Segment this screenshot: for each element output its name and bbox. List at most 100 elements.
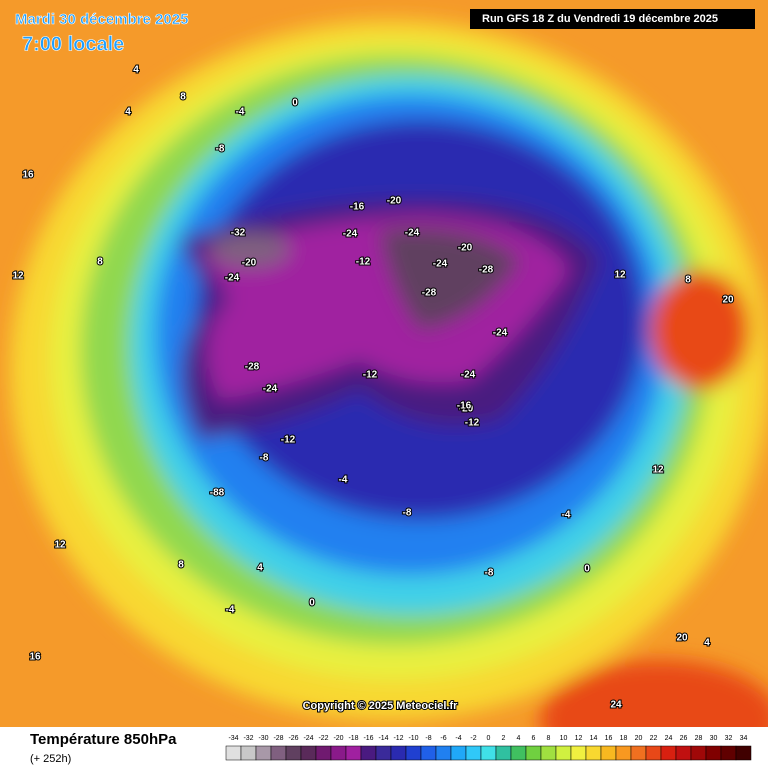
scale-swatch [720, 745, 737, 761]
contour-label: -28 [245, 362, 260, 373]
contour-label: 4 [125, 107, 131, 118]
scale-label: -32 [243, 735, 253, 742]
scale-swatch [420, 745, 437, 761]
scale-swatch [270, 745, 287, 761]
scale-label: -4 [455, 735, 461, 742]
contour-label: -8 [403, 508, 412, 519]
contour-label: -8 [216, 144, 225, 155]
scale-swatch [660, 745, 677, 761]
legend-lead: (+ 252h) [30, 753, 71, 765]
scale-label: -26 [288, 735, 298, 742]
contour-label: -20 [458, 243, 473, 254]
scale-label: -2 [470, 735, 476, 742]
scale-label: -14 [378, 735, 388, 742]
legend-title: Température 850hPa [30, 731, 177, 748]
scale-swatch [705, 745, 722, 761]
contour-label: 16 [22, 170, 34, 181]
contour-label: -4 [226, 605, 235, 616]
scale-label: 26 [680, 735, 688, 742]
contour-label: -24 [263, 384, 278, 395]
contour-label: 8 [178, 560, 184, 571]
scale-swatch [255, 745, 272, 761]
scale-label: 2 [502, 735, 506, 742]
scale-swatch [570, 745, 587, 761]
scale-swatch [285, 745, 302, 761]
contour-label: 16 [29, 652, 41, 663]
scale-swatch [735, 745, 752, 761]
contour-label: -4 [339, 475, 348, 486]
contour-label: -88 [210, 488, 225, 499]
contour-label: -16 [457, 401, 472, 412]
contour-label: -24 [343, 229, 358, 240]
contour-label: -24 [405, 228, 420, 239]
legend: Température 850hPa (+ 252h) -34 -32 -30 -28… [0, 727, 768, 768]
scale-label: 12 [575, 735, 583, 742]
contour-label: 8 [97, 257, 103, 268]
scale-label: 0 [487, 735, 491, 742]
contour-label: -12 [356, 257, 371, 268]
contour-label: -8 [485, 568, 494, 579]
scale-label: -30 [258, 735, 268, 742]
scale-swatch [615, 745, 632, 761]
scale-swatch [315, 745, 332, 761]
scale-label: -24 [303, 735, 313, 742]
scale-label: 22 [650, 735, 658, 742]
contour-label: 4 [133, 65, 139, 76]
scale-label: 6 [532, 735, 536, 742]
forecast-date: Mardi 30 décembre 2025 [15, 11, 188, 28]
contour-label: -28 [479, 265, 494, 276]
run-info: Run GFS 18 Z du Vendredi 19 décembre 202… [482, 13, 718, 25]
contour-label: -24 [433, 259, 448, 270]
scale-swatch [540, 745, 557, 761]
scale-label: 32 [725, 735, 733, 742]
scale-label: -34 [228, 735, 238, 742]
contour-label: 20 [722, 295, 734, 306]
contour-label: -12 [465, 418, 480, 429]
scale-swatch [300, 745, 317, 761]
contour-label: -4 [236, 107, 245, 118]
contour-label: 8 [180, 92, 186, 103]
copyright: Copyright © 2025 Meteociel.fr [303, 700, 459, 712]
contour-label: -20 [242, 258, 257, 269]
contour-label: 0 [584, 564, 590, 575]
contour-label: 20 [676, 633, 688, 644]
scale-label: 14 [590, 735, 598, 742]
scale-label: 4 [517, 735, 521, 742]
header: Mardi 30 décembre 2025 7:00 locale Run G… [15, 9, 755, 56]
contour-label: 12 [54, 540, 66, 551]
scale-label: -8 [425, 735, 431, 742]
scale-label: 24 [665, 735, 673, 742]
scale-label: 16 [605, 735, 613, 742]
scale-label: 28 [695, 735, 703, 742]
scale-label: -12 [393, 735, 403, 742]
scale-label: 10 [560, 735, 568, 742]
scale-swatch [240, 745, 257, 761]
scale-swatch [495, 745, 512, 761]
scale-label: -10 [408, 735, 418, 742]
scale-label: -18 [348, 735, 358, 742]
contour-label: 12 [12, 271, 24, 282]
scale-label: -16 [363, 735, 373, 742]
scale-swatch [675, 745, 692, 761]
scale-label: 8 [547, 735, 551, 742]
scale-label: 18 [620, 735, 628, 742]
scale-swatch [390, 745, 407, 761]
scale-swatch [525, 745, 542, 761]
scale-label: -28 [273, 735, 283, 742]
contour-label: -8 [260, 453, 269, 464]
contour-label: 4 [257, 563, 263, 574]
run-box [470, 9, 755, 29]
scale-swatch [645, 745, 662, 761]
contour-label: 12 [614, 270, 626, 281]
scale-swatch [405, 745, 422, 761]
contour-label: -16 [350, 202, 365, 213]
contour-label: -24 [225, 273, 240, 284]
scale-swatch [375, 745, 392, 761]
contour-label: -28 [422, 288, 437, 299]
contour-label: -20 [387, 196, 402, 207]
contour-label: 0 [309, 598, 315, 609]
contour-label: 0 [292, 98, 298, 109]
